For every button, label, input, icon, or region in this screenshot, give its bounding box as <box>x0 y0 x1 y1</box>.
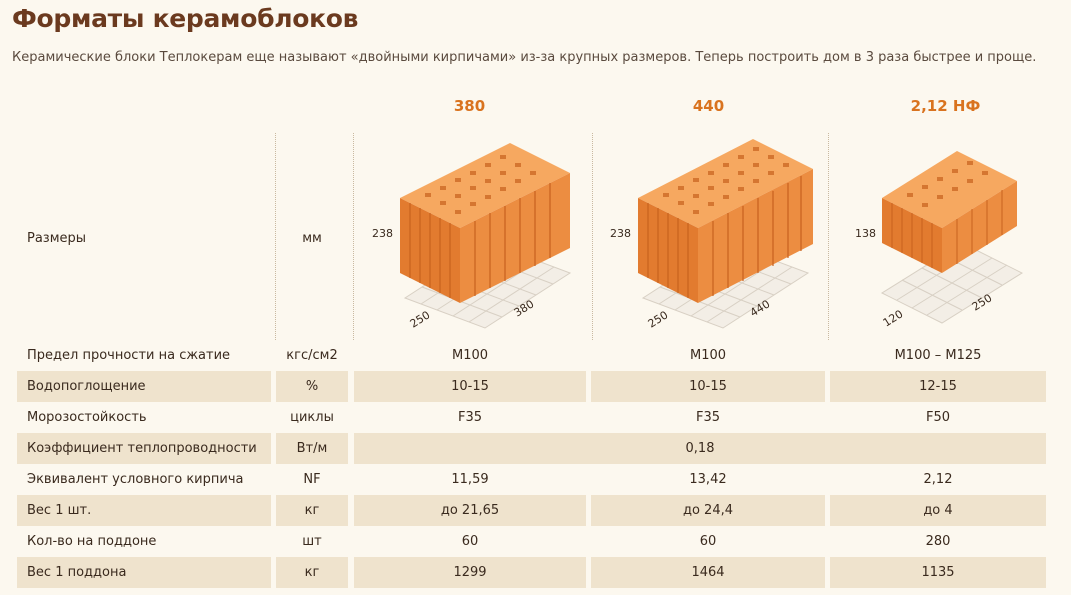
value-380: 1299 <box>354 557 586 588</box>
column-divider <box>353 133 354 340</box>
column-divider <box>592 133 593 340</box>
table-row: Предел прочности на сжатие кгс/см2 М100 … <box>0 340 1071 371</box>
depth-dimension: 250 <box>646 308 671 330</box>
sizes-unit: мм <box>302 231 322 246</box>
value-2-12nf: F50 <box>925 410 951 425</box>
value-2-12nf: до 4 <box>830 495 1046 526</box>
row-label: Предел прочности на сжатие <box>27 348 231 363</box>
table-row: Вес 1 шт. кг до 21,65 до 24,4 до 4 <box>0 495 1071 526</box>
row-unit: циклы <box>290 410 334 425</box>
table-row: Эквивалент условного кирпича NF 11,59 13… <box>0 464 1071 495</box>
row-unit: Вт/м <box>276 433 348 464</box>
value-380: М100 <box>451 348 489 363</box>
row-label: Вес 1 шт. <box>17 495 271 526</box>
row-unit: % <box>276 371 348 402</box>
page-subtitle: Керамические блоки Теплокерам еще называ… <box>12 50 1037 65</box>
value-2-12nf: 1135 <box>830 557 1046 588</box>
row-label: Морозостойкость <box>27 410 147 425</box>
row-unit: NF <box>303 472 321 487</box>
column-header-440: 440 <box>692 97 725 115</box>
table-row: Морозостойкость циклы F35 F35 F50 <box>0 402 1071 433</box>
value-440: 13,42 <box>689 472 727 487</box>
value-440: 60 <box>699 534 717 549</box>
row-unit: кгс/см2 <box>286 348 338 363</box>
row-unit: кг <box>276 557 348 588</box>
table-row: Кол-во на поддоне шт 60 60 280 <box>0 526 1071 557</box>
depth-dimension: 250 <box>408 308 433 330</box>
table-row: Водопоглощение % 10-15 10-15 12-15 <box>0 371 1071 402</box>
row-label: Вес 1 поддона <box>17 557 271 588</box>
row-unit: кг <box>276 495 348 526</box>
value-380: 60 <box>461 534 479 549</box>
height-dimension: 238 <box>372 227 393 240</box>
row-label: Водопоглощение <box>17 371 271 402</box>
value-2-12nf: 280 <box>925 534 951 549</box>
block-440-illustration: 238 250 440 <box>610 139 813 331</box>
value-2-12nf: 12-15 <box>830 371 1046 402</box>
brick-block <box>400 143 570 303</box>
depth-dimension: 120 <box>881 307 906 329</box>
value-440: М100 <box>689 348 727 363</box>
table-row: Вес 1 поддона кг 1299 1464 1135 <box>0 557 1071 588</box>
row-label: Кол-во на поддоне <box>27 534 157 549</box>
value-2-12nf: М100 – М125 <box>894 348 982 363</box>
column-header-2-12nf: 2,12 НФ <box>910 97 981 115</box>
value-440: F35 <box>695 410 721 425</box>
column-divider <box>275 133 276 340</box>
row-unit: шт <box>302 534 322 549</box>
height-dimension: 138 <box>855 227 876 240</box>
value-380: 11,59 <box>451 472 489 487</box>
value-380: F35 <box>457 410 483 425</box>
table-row: Коэффициент теплопроводности Вт/м 0,18 <box>0 433 1071 464</box>
value-all-formats: 0,18 <box>354 433 1046 464</box>
column-header-380: 380 <box>453 97 486 115</box>
block-2-12nf-illustration: 138 120 250 <box>855 151 1024 330</box>
value-380: 10-15 <box>354 371 586 402</box>
page-title: Форматы керамоблоков <box>12 4 359 33</box>
row-label: Коэффициент теплопроводности <box>17 433 271 464</box>
value-2-12nf: 2,12 <box>923 472 953 487</box>
block-380-illustration: 238 250 380 <box>372 143 572 331</box>
value-440: 1464 <box>591 557 825 588</box>
column-divider <box>828 133 829 340</box>
height-dimension: 238 <box>610 227 631 240</box>
brick-block <box>882 151 1017 273</box>
brick-block <box>638 139 813 303</box>
value-440: до 24,4 <box>591 495 825 526</box>
value-380: до 21,65 <box>354 495 586 526</box>
row-label: Эквивалент условного кирпича <box>27 472 244 487</box>
sizes-label: Размеры <box>27 231 87 246</box>
value-440: 10-15 <box>591 371 825 402</box>
